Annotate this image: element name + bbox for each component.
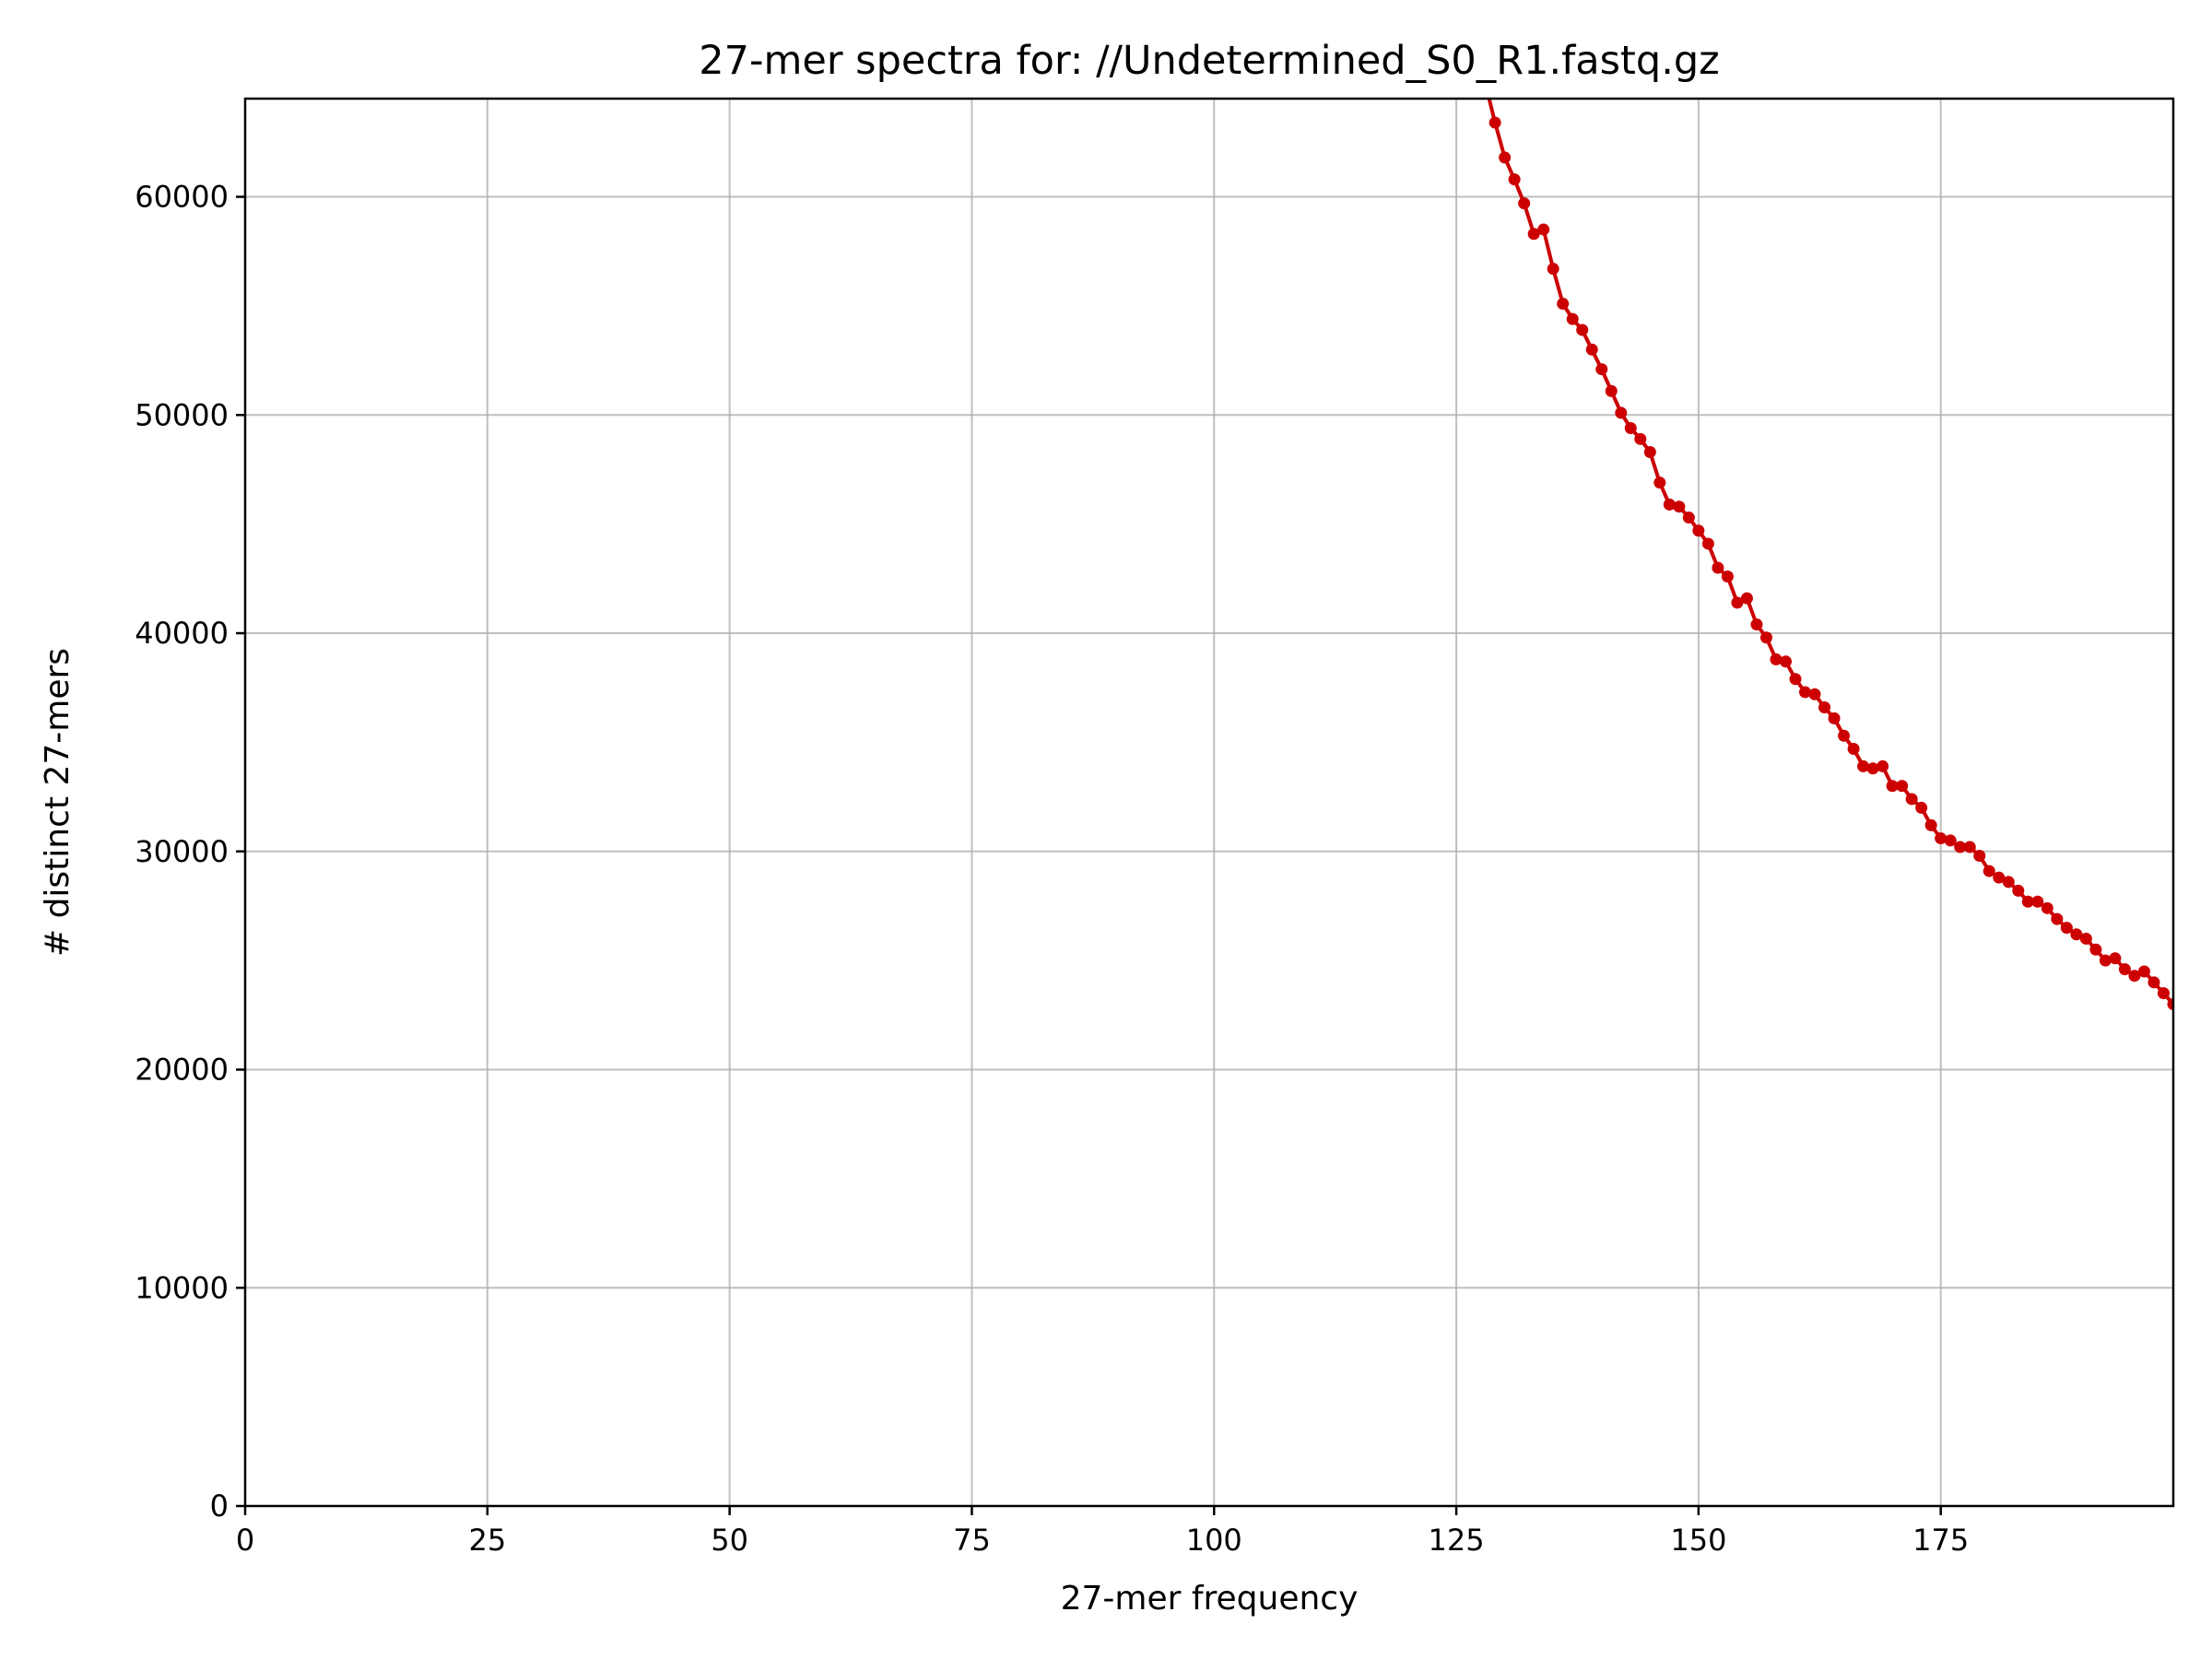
y-tick-label: 10000 <box>135 1270 229 1305</box>
data-point <box>2137 965 2150 978</box>
data-point <box>2031 895 2044 908</box>
data-point <box>1954 841 1967 853</box>
data-point <box>1915 801 1928 814</box>
data-point <box>2002 876 2015 888</box>
data-point <box>1838 729 1851 742</box>
data-point <box>2109 952 2122 965</box>
data-point <box>1963 841 1976 853</box>
series-group <box>1487 99 2173 1010</box>
data-point <box>1857 759 1870 772</box>
data-point <box>1924 818 1937 831</box>
x-tick-label: 125 <box>1429 1523 1485 1558</box>
data-point <box>1624 421 1637 434</box>
series-line <box>1487 99 2173 1010</box>
data-point <box>1866 762 1879 775</box>
data-point <box>1673 500 1686 513</box>
data-point <box>2118 963 2131 976</box>
x-tick-label: 25 <box>468 1523 506 1558</box>
data-point <box>2099 954 2112 967</box>
data-point <box>2051 912 2064 925</box>
data-point <box>1643 446 1656 459</box>
data-point <box>1789 673 1802 686</box>
data-point <box>1993 871 2006 884</box>
y-tick-label: 40000 <box>135 616 229 651</box>
data-point <box>1731 596 1744 609</box>
plot-frame <box>243 97 2175 1508</box>
y-tick-label: 20000 <box>135 1053 229 1088</box>
data-point <box>1750 618 1763 631</box>
x-tick-label: 75 <box>953 1523 991 1558</box>
data-point <box>1488 116 1501 129</box>
data-point <box>1566 312 1579 325</box>
y-tick-label: 30000 <box>135 834 229 869</box>
data-point <box>1905 793 1918 806</box>
data-point <box>2167 997 2173 1010</box>
data-point <box>1605 384 1618 397</box>
x-axis-label: 27-mer frequency <box>1061 1580 1359 1618</box>
x-tick-label: 100 <box>1186 1523 1242 1558</box>
data-point <box>1585 343 1598 356</box>
data-point <box>1547 263 1559 276</box>
data-point <box>1508 173 1521 186</box>
data-point <box>1896 780 1909 793</box>
data-point <box>1682 512 1695 524</box>
data-point <box>2012 884 2025 897</box>
data-point <box>1808 688 1821 700</box>
data-point <box>1537 223 1550 236</box>
data-point <box>1740 592 1753 605</box>
data-point <box>1828 712 1841 724</box>
data-point <box>1944 834 1957 847</box>
y-tick-label: 50000 <box>135 397 229 432</box>
data-point <box>1847 742 1860 755</box>
x-tick-label: 50 <box>711 1523 748 1558</box>
data-point <box>1595 363 1608 376</box>
data-point <box>1663 498 1676 511</box>
data-point <box>2021 895 2034 908</box>
data-point <box>1692 524 1705 537</box>
data-point <box>1759 631 1772 644</box>
data-point <box>1499 151 1512 164</box>
data-point <box>1518 197 1531 210</box>
data-point <box>1721 570 1734 582</box>
x-tick-label: 0 <box>236 1523 254 1558</box>
data-point <box>2079 932 2092 945</box>
data-point <box>1983 865 1995 877</box>
data-point <box>1712 561 1724 574</box>
data-point <box>1935 832 1947 845</box>
data-point <box>1886 780 1899 793</box>
data-point <box>1557 298 1570 311</box>
axis-ticks: 0 25 50 75 100 125 150 175 0 10000 20000 30000 40000… <box>135 180 1969 1558</box>
y-tick-label: 0 <box>210 1488 229 1524</box>
data-point <box>2060 922 2073 935</box>
data-point <box>2089 943 2102 956</box>
data-point <box>1527 228 1540 241</box>
x-tick-label: 150 <box>1670 1523 1726 1558</box>
data-point <box>1653 477 1666 489</box>
data-point <box>1576 324 1589 336</box>
data-point <box>1634 432 1647 445</box>
data-point <box>1770 653 1783 665</box>
data-point <box>2041 901 2053 914</box>
data-point <box>1615 406 1628 419</box>
x-tick-label: 175 <box>1912 1523 1969 1558</box>
data-point <box>1779 655 1792 668</box>
data-point <box>2128 970 2141 982</box>
data-point <box>2157 987 2170 1000</box>
data-point <box>2070 928 2083 941</box>
data-point <box>1818 701 1831 714</box>
chart-title: 27-mer spectra for: //Undetermined_S0_R1… <box>699 38 1719 84</box>
y-axis-label: # distinct 27-mers <box>39 648 76 957</box>
data-point <box>2147 976 2160 989</box>
data-point <box>1701 537 1714 550</box>
data-point <box>1973 850 1986 863</box>
y-tick-label: 60000 <box>135 180 229 215</box>
grid-lines <box>244 99 2173 1507</box>
data-point <box>1799 686 1812 699</box>
data-point <box>1877 759 1889 772</box>
